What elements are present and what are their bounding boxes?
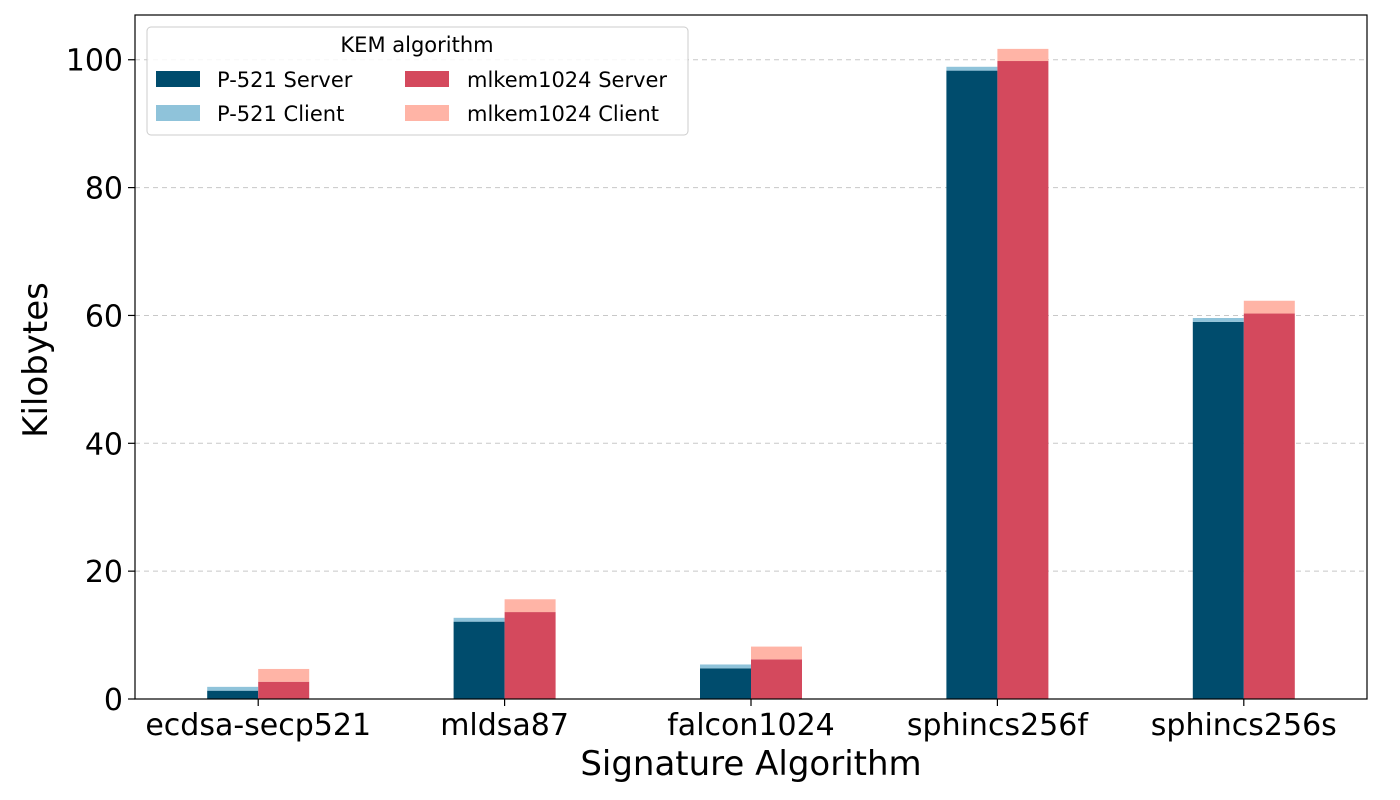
x-axis: ecdsa-secp521 mldsa87 falcon1024 sphincs256…	[145, 699, 1337, 743]
bar-mlkem1024-server	[751, 659, 802, 699]
x-axis-title: Signature Algorithm	[580, 744, 921, 784]
y-tick-label: 80	[85, 172, 123, 207]
bar-mlkem1024-client	[258, 668, 310, 682]
legend-label: P-521 Client	[217, 102, 344, 126]
bar-mlkem1024-server	[997, 61, 1049, 699]
legend-swatch	[156, 105, 200, 121]
bar-p-521-server	[207, 690, 259, 699]
bar-mlkem1024-client	[751, 646, 802, 660]
bar-p-521-server	[700, 668, 751, 699]
bar-p-521-server	[453, 621, 505, 699]
bar-p-521-server	[1192, 321, 1244, 699]
bar-mlkem1024-server	[504, 612, 556, 699]
x-tick-label: falcon1024	[667, 708, 835, 743]
y-axis: 0 20 40 60 80 100	[66, 44, 135, 718]
bar-p-521-server	[946, 70, 998, 700]
legend-label: mlkem1024 Client	[467, 102, 659, 126]
y-tick-label: 100	[66, 44, 123, 79]
gridlines	[135, 59, 1367, 572]
y-tick-label: 20	[85, 555, 123, 590]
legend-swatch	[405, 105, 449, 121]
bar-mlkem1024-client	[504, 599, 556, 613]
x-tick-label: sphincs256s	[1151, 708, 1337, 743]
legend-swatch	[156, 71, 200, 87]
y-tick-label: 60	[85, 299, 123, 334]
bar-p-521-client	[700, 664, 751, 669]
legend-title: KEM algorithm	[340, 33, 493, 57]
bar-p-521-client	[453, 617, 505, 622]
legend: KEM algorithm P-521 Server P-521 Client ml…	[146, 26, 689, 136]
x-tick-label: mldsa87	[440, 708, 569, 743]
x-tick-label: ecdsa-secp521	[145, 708, 371, 743]
bar-p-521-client	[207, 686, 259, 691]
bar-mlkem1024-server	[258, 681, 310, 699]
bars	[207, 48, 1295, 700]
legend-label: P-521 Server	[217, 68, 353, 92]
bar-p-521-client	[946, 66, 998, 71]
legend-swatch	[405, 71, 449, 87]
legend-label: mlkem1024 Server	[467, 68, 667, 92]
bar-mlkem1024-server	[1243, 313, 1295, 699]
bar-mlkem1024-client	[1243, 300, 1295, 314]
bar-p-521-client	[1192, 318, 1244, 322]
y-tick-label: 0	[104, 683, 123, 718]
x-tick-label: sphincs256f	[907, 708, 1089, 743]
y-tick-label: 40	[85, 427, 123, 462]
y-axis-title: Kilobytes	[16, 282, 56, 438]
bar-mlkem1024-client	[997, 48, 1049, 62]
